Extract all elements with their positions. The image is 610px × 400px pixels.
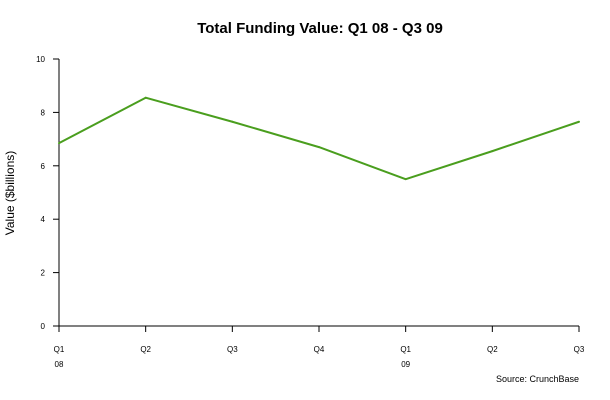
data-point: [231, 120, 234, 123]
data-point: [144, 96, 147, 99]
x-tick-label: Q3: [227, 345, 238, 354]
y-tick-label: 8: [41, 108, 46, 117]
x-tick-label: Q4: [314, 345, 325, 354]
x-tick-label: Q1: [400, 345, 411, 354]
source-annotation: Source: CrunchBase: [495, 374, 579, 384]
x-tick-label: Q3: [574, 345, 585, 354]
series-line: [58, 96, 580, 181]
y-tick-label: 4: [41, 215, 46, 224]
y-tick-label: 10: [36, 55, 45, 64]
data-point: [58, 142, 60, 145]
data-point: [491, 150, 494, 153]
x-tick-label-year: 08: [55, 360, 64, 369]
chart-title: Total Funding Value: Q1 08 - Q3 09: [197, 20, 443, 37]
x-tick-label-year: 09: [401, 360, 410, 369]
y-tick-label: 2: [41, 269, 46, 278]
data-point: [404, 178, 407, 181]
x-tick-label: Q2: [140, 345, 151, 354]
data-point: [578, 120, 580, 123]
y-tick-label: 6: [41, 162, 46, 171]
y-tick-label: 0: [41, 322, 46, 331]
x-tick-label: Q2: [487, 345, 498, 354]
x-tick-label: Q1: [54, 345, 65, 354]
data-point: [318, 146, 320, 149]
